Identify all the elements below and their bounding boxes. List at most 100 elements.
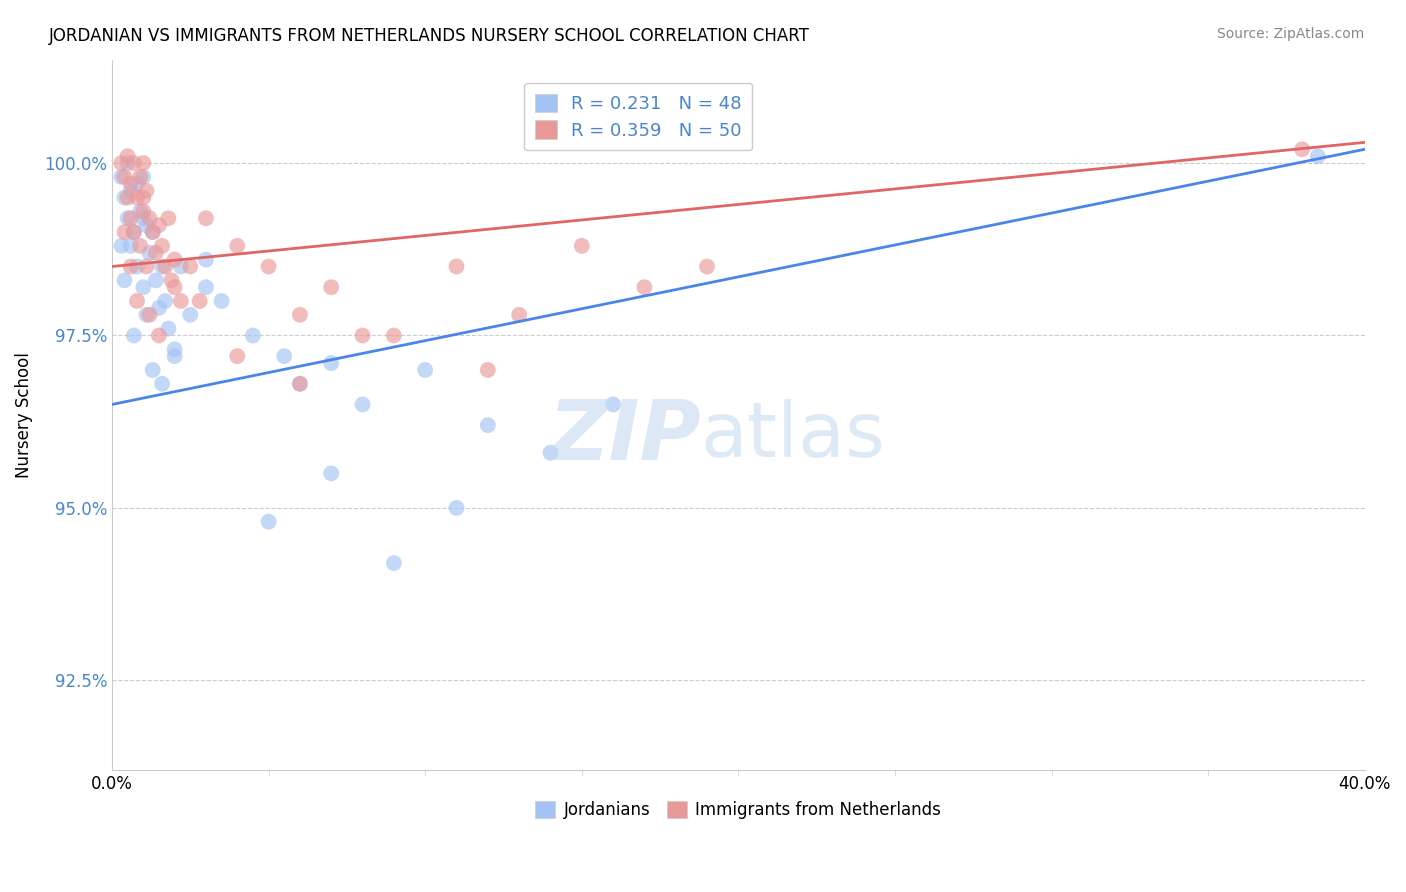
Point — [273, 349, 295, 363]
Point — [477, 418, 499, 433]
Point — [117, 190, 139, 204]
Point — [157, 211, 180, 226]
Point — [352, 328, 374, 343]
Point — [110, 239, 132, 253]
Point — [382, 556, 405, 570]
Point — [125, 293, 148, 308]
Point — [155, 293, 177, 308]
Point — [120, 239, 142, 253]
Point — [321, 280, 343, 294]
Point — [226, 349, 249, 363]
Point — [122, 225, 145, 239]
Y-axis label: Nursery School: Nursery School — [15, 351, 32, 478]
Point — [540, 446, 562, 460]
Point — [352, 397, 374, 411]
Point — [150, 239, 173, 253]
Point — [226, 239, 249, 253]
Point — [242, 328, 264, 343]
Point — [211, 293, 233, 308]
Point — [129, 169, 152, 184]
Point — [122, 156, 145, 170]
Point — [110, 169, 132, 184]
Point — [135, 260, 157, 274]
Text: Source: ZipAtlas.com: Source: ZipAtlas.com — [1216, 27, 1364, 41]
Point — [477, 363, 499, 377]
Point — [1291, 142, 1313, 156]
Point — [117, 149, 139, 163]
Point — [138, 245, 160, 260]
Point — [170, 293, 193, 308]
Point — [194, 211, 217, 226]
Point — [122, 225, 145, 239]
Point — [160, 273, 183, 287]
Text: atlas: atlas — [700, 399, 886, 473]
Point — [138, 308, 160, 322]
Point — [125, 177, 148, 191]
Point — [446, 260, 468, 274]
Point — [571, 239, 593, 253]
Point — [288, 376, 311, 391]
Point — [120, 184, 142, 198]
Point — [132, 169, 155, 184]
Point — [179, 308, 201, 322]
Point — [382, 328, 405, 343]
Point — [142, 363, 165, 377]
Legend: Jordanians, Immigrants from Netherlands: Jordanians, Immigrants from Netherlands — [529, 794, 948, 826]
Point — [148, 218, 170, 232]
Point — [1306, 149, 1329, 163]
Point — [114, 225, 136, 239]
Point — [288, 376, 311, 391]
Point — [120, 260, 142, 274]
Point — [135, 184, 157, 198]
Point — [148, 328, 170, 343]
Point — [138, 211, 160, 226]
Point — [117, 156, 139, 170]
Point — [142, 225, 165, 239]
Point — [117, 211, 139, 226]
Point — [150, 376, 173, 391]
Point — [132, 156, 155, 170]
Point — [110, 156, 132, 170]
Point — [120, 177, 142, 191]
Point — [132, 280, 155, 294]
Point — [633, 280, 655, 294]
Point — [257, 260, 280, 274]
Point — [129, 239, 152, 253]
Text: ZIP: ZIP — [548, 396, 700, 476]
Point — [120, 211, 142, 226]
Point — [132, 204, 155, 219]
Point — [132, 211, 155, 226]
Point — [114, 190, 136, 204]
Point — [257, 515, 280, 529]
Point — [194, 280, 217, 294]
Point — [145, 273, 167, 287]
Point — [508, 308, 530, 322]
Point — [288, 308, 311, 322]
Point — [125, 190, 148, 204]
Point — [163, 343, 186, 357]
Point — [155, 260, 177, 274]
Point — [122, 328, 145, 343]
Point — [321, 467, 343, 481]
Point — [150, 260, 173, 274]
Point — [602, 397, 624, 411]
Point — [179, 260, 201, 274]
Point — [135, 308, 157, 322]
Point — [142, 225, 165, 239]
Point — [125, 260, 148, 274]
Point — [129, 204, 152, 219]
Point — [188, 293, 211, 308]
Point — [163, 280, 186, 294]
Point — [132, 190, 155, 204]
Point — [321, 356, 343, 370]
Point — [135, 218, 157, 232]
Point — [145, 245, 167, 260]
Point — [163, 349, 186, 363]
Point — [194, 252, 217, 267]
Point — [157, 321, 180, 335]
Text: JORDANIAN VS IMMIGRANTS FROM NETHERLANDS NURSERY SCHOOL CORRELATION CHART: JORDANIAN VS IMMIGRANTS FROM NETHERLANDS… — [49, 27, 810, 45]
Point — [114, 169, 136, 184]
Point — [170, 260, 193, 274]
Point — [413, 363, 436, 377]
Point — [148, 301, 170, 315]
